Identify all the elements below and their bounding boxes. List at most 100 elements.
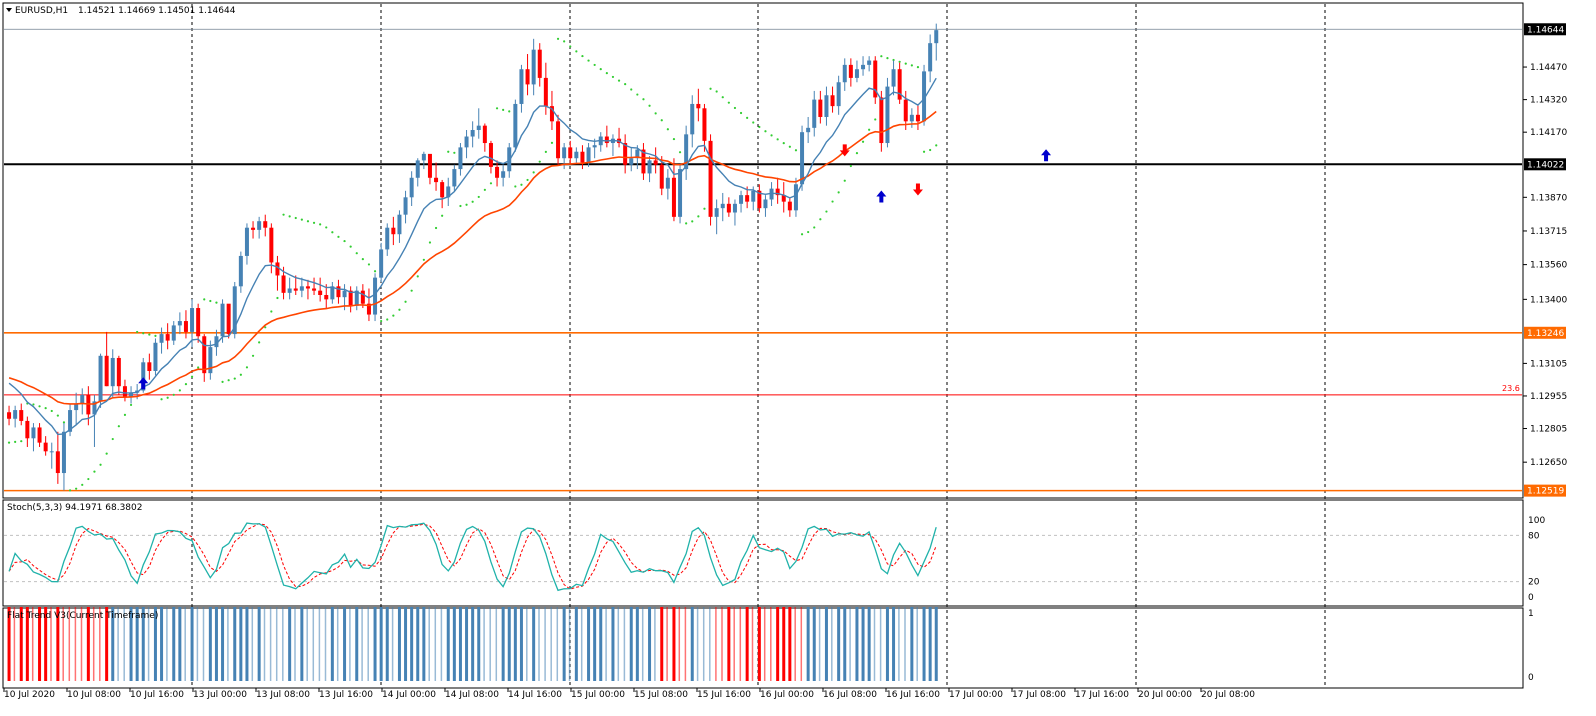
candle-body: [153, 342, 158, 371]
candle-body: [562, 147, 567, 159]
sar-dot: [910, 64, 913, 67]
price-tick-label: 1.14470: [1530, 63, 1567, 73]
flat-trend-bar: [751, 607, 754, 681]
candle-body: [74, 403, 79, 411]
sar-dot: [306, 220, 310, 223]
sar-dot: [14, 440, 17, 443]
flat-trend-bar: [641, 607, 644, 681]
time-tick-label: 15 Jul 00:00: [571, 690, 625, 700]
candle-body: [647, 160, 652, 174]
flat-trend-bar: [172, 607, 176, 681]
candle-body: [31, 427, 36, 439]
candle-body: [403, 197, 408, 215]
candle-body: [92, 401, 97, 415]
flat-trend-bar: [202, 607, 205, 681]
flat-trend-bar: [38, 607, 42, 681]
candle-body: [861, 64, 866, 70]
sar-dot: [282, 213, 285, 216]
candle-body: [787, 201, 792, 211]
level-price-tag-bg: [1524, 158, 1566, 171]
sar-dot: [898, 60, 901, 63]
price-scale: 1.14470 1.14320 1.14170 1.13870 1.13715 1.135…: [1523, 23, 1567, 683]
flat-trend-bar: [544, 607, 546, 681]
candle-body: [397, 214, 402, 235]
candle-body: [830, 95, 835, 107]
sar-dot: [935, 144, 938, 147]
flat-trend-bar: [245, 607, 249, 681]
candle-body: [513, 103, 518, 148]
sar-dot: [642, 98, 645, 101]
candle-body: [873, 60, 878, 98]
sar-dot: [776, 138, 779, 141]
level-price-tag-bg: [1524, 484, 1566, 497]
sar-dot: [325, 226, 328, 229]
candle-body: [885, 86, 890, 144]
candle-body: [897, 69, 902, 100]
sar-dot: [197, 366, 200, 369]
time-tick-label: 17 Jul 16:00: [1075, 690, 1129, 700]
flat-trend-bar: [147, 607, 150, 681]
main-price-pane[interactable]: [2, 2, 1524, 499]
sar-dot: [276, 296, 279, 300]
candle-body: [196, 308, 201, 337]
flat-trend-bar: [312, 607, 315, 681]
sar-dot: [563, 40, 566, 43]
flat-trend-bar: [471, 607, 475, 681]
triangle-down-icon[interactable]: [6, 8, 12, 12]
candle-body: [653, 160, 658, 165]
candle-body: [470, 130, 475, 137]
time-tick-label: 14 Jul 00:00: [382, 690, 436, 700]
flat-trend-bar: [806, 607, 810, 681]
candle-body: [696, 103, 701, 109]
price-tick-label: 1.14170: [1530, 128, 1567, 138]
candle-body: [659, 164, 664, 189]
flat-trend-bar: [934, 607, 938, 681]
sar-dot: [599, 67, 602, 71]
candle-body: [800, 132, 805, 185]
candle-body: [19, 410, 24, 421]
price-tick-label: 1.13870: [1530, 193, 1567, 203]
sar-dot: [62, 421, 66, 424]
sar-dot: [800, 233, 804, 236]
stochastic-pane[interactable]: [2, 499, 1524, 607]
flat-trend-bar: [336, 607, 339, 681]
flat-trend-pane[interactable]: [2, 607, 1524, 689]
sar-dot: [861, 140, 865, 143]
price-tick-label: 1.12650: [1530, 458, 1567, 468]
flat-trend-bar: [849, 607, 851, 681]
flat-trend-bar: [80, 607, 83, 681]
flat-trend-bar: [696, 607, 699, 681]
candle-body: [891, 69, 896, 87]
stoch-label: Stoch(5,3,3) 94.1971 68.3802: [7, 503, 142, 513]
sar-dot: [721, 96, 724, 99]
candle-body: [263, 221, 268, 228]
flat-trend-bar: [776, 607, 780, 681]
candle-body: [208, 347, 213, 374]
candle-body: [812, 99, 817, 128]
sar-dot: [752, 121, 755, 124]
flat-trend-bar: [166, 607, 168, 681]
candle-body: [848, 64, 853, 78]
flat-trend-bar: [739, 607, 742, 681]
candle-body: [293, 288, 298, 291]
candle-body: [928, 43, 933, 72]
chart-header[interactable]: EURUSD,H1 1.14521 1.14669 1.14501 1.1464…: [6, 6, 236, 16]
candle-body: [641, 149, 646, 174]
candle-body: [312, 288, 317, 291]
flat-trend-bar: [178, 607, 182, 681]
sar-dot: [764, 130, 767, 133]
sar-dot: [770, 134, 773, 137]
candle-body: [446, 186, 451, 198]
candle-body: [586, 147, 591, 163]
sar-dot: [178, 389, 181, 392]
flat-trend-bar: [721, 607, 723, 681]
sar-dot: [520, 183, 523, 186]
flat-trend-bar: [843, 607, 847, 681]
candle-body: [726, 203, 731, 213]
candle-body: [793, 184, 798, 211]
flat-trend-bar: [440, 607, 443, 681]
flat-trend-bar: [422, 607, 426, 681]
sar-dot: [87, 477, 90, 481]
sar-dot: [380, 319, 383, 323]
